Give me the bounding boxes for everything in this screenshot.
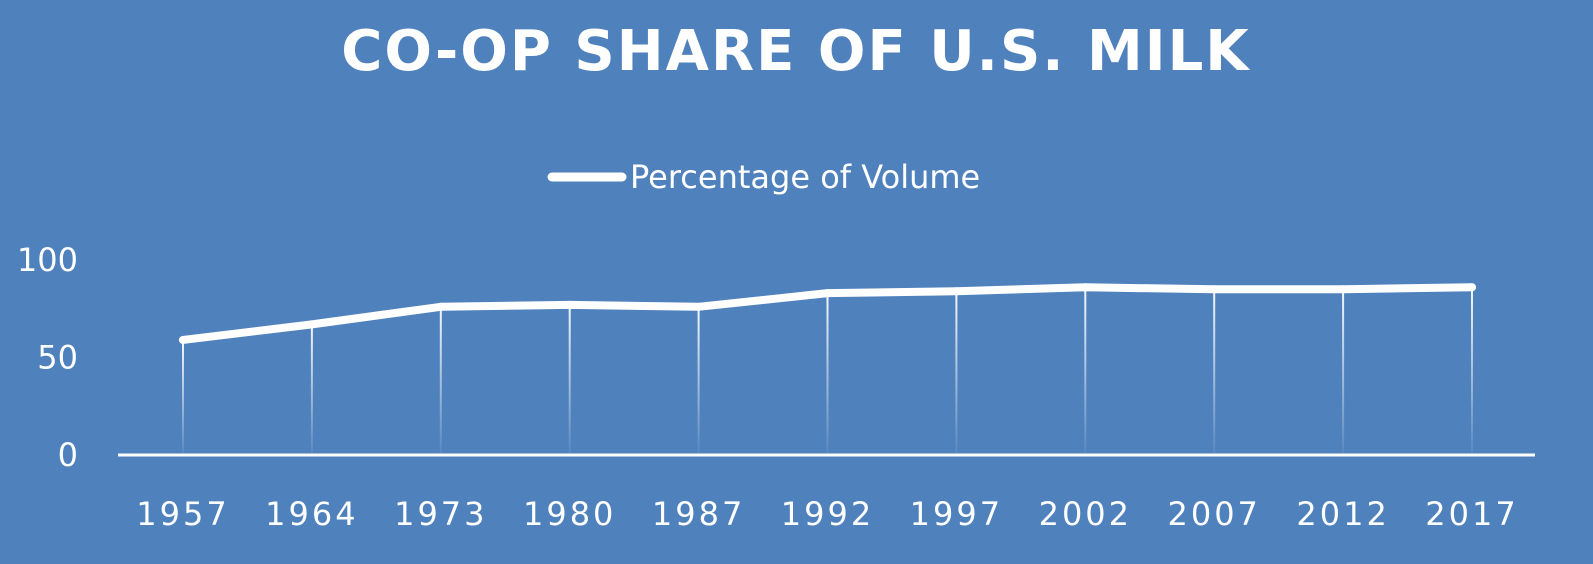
x-tick-label: 1980: [523, 495, 616, 533]
data-point: [1468, 283, 1476, 292]
data-point: [952, 287, 961, 296]
x-tick-label: 2012: [1296, 495, 1389, 533]
legend: Percentage of Volume: [547, 158, 980, 196]
x-tick-label: 2017: [1425, 495, 1518, 533]
data-point: [179, 335, 187, 344]
data-points: [179, 283, 1476, 344]
y-tick-label: 50: [37, 339, 78, 377]
legend-label: Percentage of Volume: [630, 158, 980, 196]
data-point: [1210, 285, 1219, 294]
data-point: [565, 300, 574, 309]
x-tick-label: 1973: [394, 495, 487, 533]
y-tick-label: 0: [58, 436, 78, 474]
y-axis: 0 50 100: [17, 241, 78, 474]
data-point: [823, 289, 832, 298]
x-tick-label: 1987: [652, 495, 745, 533]
x-axis: 1957 1964 1973 1980 1987 1992 1997 2002 2007 2012…: [136, 495, 1518, 533]
data-point: [1339, 285, 1348, 294]
x-tick-label: 1997: [910, 495, 1003, 533]
x-tick-label: 1992: [781, 495, 874, 533]
chart-title: CO-OP SHARE OF U.S. MILK: [341, 19, 1251, 84]
data-point: [436, 302, 445, 311]
drop-lines: [182, 287, 1474, 456]
x-tick-label: 2007: [1167, 495, 1260, 533]
data-point: [694, 302, 703, 311]
y-tick-label: 100: [17, 241, 78, 279]
data-point: [307, 320, 316, 329]
x-tick-label: 2002: [1039, 495, 1132, 533]
x-tick-label: 1964: [265, 495, 358, 533]
data-point: [1081, 283, 1090, 292]
x-tick-label: 1957: [136, 495, 229, 533]
